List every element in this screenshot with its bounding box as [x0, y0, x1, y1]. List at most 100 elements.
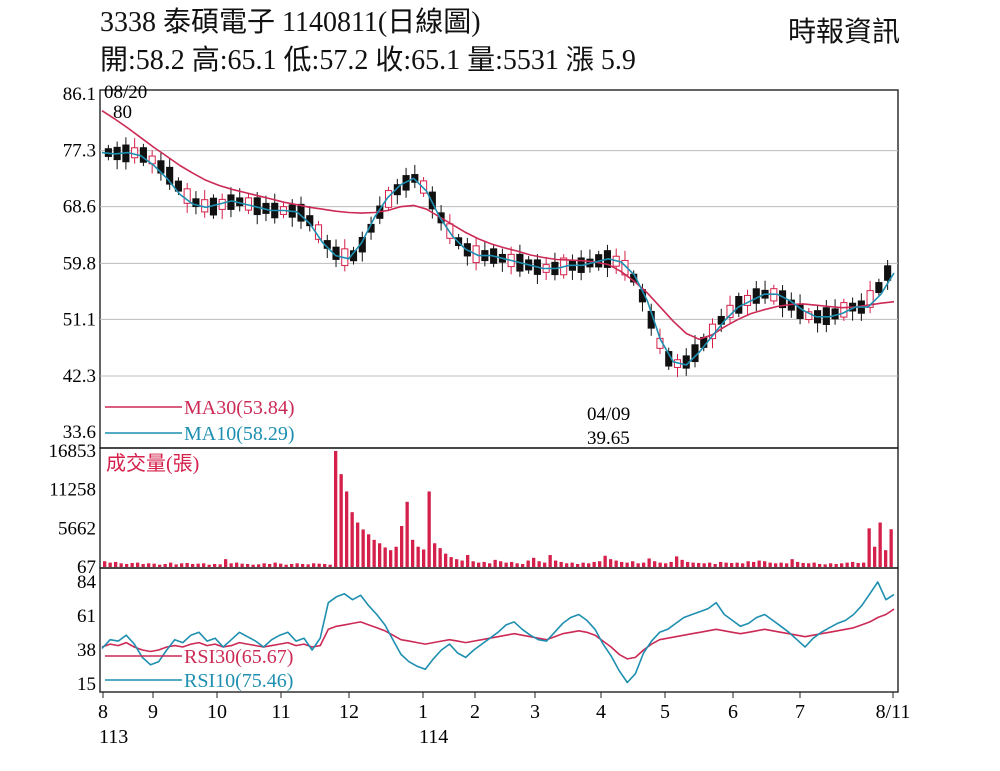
- volume-bar: [746, 561, 750, 567]
- x-tick-label: 8: [98, 701, 108, 723]
- annotation-low-date: 04/09: [587, 404, 630, 425]
- panel-frame-1: [99, 447, 899, 569]
- volume-bar: [427, 491, 431, 567]
- candle-down: [428, 191, 436, 210]
- volume-bar: [438, 548, 442, 567]
- volume-bar: [752, 561, 756, 567]
- price-tick-label: 59.8: [63, 253, 96, 274]
- rsi-lines: [101, 581, 895, 684]
- volume-bar: [889, 529, 893, 567]
- ma30-line: [101, 110, 895, 341]
- volume-bar: [202, 563, 206, 567]
- annotation-high-value: 80: [113, 102, 132, 123]
- volume-bar: [158, 564, 162, 567]
- volume-bar: [196, 563, 200, 567]
- volume-bar: [383, 547, 387, 567]
- volume-bar: [796, 561, 800, 567]
- volume-bar: [719, 561, 723, 567]
- volume-bar: [807, 563, 811, 567]
- volume-bar: [141, 564, 145, 567]
- volume-bar: [378, 543, 382, 567]
- volume-bar: [768, 562, 772, 567]
- x-tick-label: 4: [596, 701, 606, 723]
- volume-bar: [224, 559, 228, 567]
- volume-bar: [647, 558, 651, 567]
- chart-title: 3338 泰碩電子 1140811(日線圖): [100, 7, 481, 38]
- candle-up: [866, 290, 874, 308]
- volume-bar: [323, 564, 327, 567]
- volume-bar: [433, 543, 437, 567]
- candle-down: [735, 295, 743, 314]
- volume-bar: [125, 564, 129, 567]
- volume-bar: [416, 546, 420, 567]
- volume-bar: [592, 561, 596, 567]
- volume-bar: [867, 528, 871, 567]
- volume-bar: [262, 563, 266, 567]
- volume-bar: [570, 562, 574, 567]
- x-tick-label: 1: [418, 701, 428, 723]
- volume-bar: [515, 563, 519, 567]
- candle-down: [884, 265, 892, 281]
- rsi-tick-label: 15: [77, 674, 96, 695]
- volume-bar: [207, 564, 211, 567]
- volume-bar: [851, 561, 855, 567]
- candle-down: [166, 166, 174, 185]
- volume-bar: [367, 534, 371, 567]
- candle-up: [131, 147, 139, 159]
- price-tick-label: 33.6: [63, 422, 96, 443]
- volume-bar: [669, 561, 673, 567]
- volume-bar: [730, 562, 734, 567]
- x-tick-label: 10: [207, 701, 227, 723]
- volume-bar: [312, 563, 316, 567]
- candle-down: [831, 308, 839, 320]
- volume-bar: [741, 563, 745, 567]
- volume-bar: [163, 564, 167, 567]
- volume-bar: [603, 555, 607, 567]
- volume-bar: [664, 563, 668, 567]
- volume-bar: [812, 562, 816, 567]
- volume-bar: [273, 562, 277, 567]
- price-tick-label: 42.3: [63, 366, 96, 387]
- volume-bar: [834, 564, 838, 567]
- volume-bar: [845, 562, 849, 567]
- volume-bar: [334, 451, 338, 567]
- candle-up: [840, 302, 848, 318]
- volume-bar: [389, 550, 393, 567]
- volume-bar: [394, 546, 398, 567]
- volume-bar: [218, 564, 222, 567]
- volume-bar: [268, 564, 272, 567]
- x-tick-label: 8/11: [876, 701, 911, 723]
- volume-bar: [449, 557, 453, 567]
- volume-bar: [147, 563, 151, 567]
- ma10-line: [101, 151, 895, 366]
- volume-bar: [708, 562, 712, 567]
- volume-bar: [537, 561, 541, 567]
- volume-bar: [114, 561, 118, 567]
- rsi-tick-label: 84: [77, 572, 97, 593]
- volume-bar: [136, 562, 140, 567]
- rsi-legend-label: RSI10(75.46): [184, 670, 293, 692]
- volume-bar: [152, 563, 156, 567]
- volume-tick-label: 5662: [58, 518, 96, 539]
- volume-bar: [108, 562, 112, 567]
- volume-tick-label: 16853: [49, 441, 97, 462]
- volume-bar: [229, 563, 233, 567]
- volume-bar: [818, 564, 822, 567]
- volume-bar: [477, 562, 481, 567]
- volume-bar: [823, 564, 827, 567]
- volume-bar: [455, 559, 459, 567]
- volume-bar: [636, 563, 640, 567]
- volume-bar: [609, 559, 613, 567]
- volume-bar: [548, 555, 552, 567]
- volume-bar: [532, 557, 536, 567]
- volume-bar: [405, 501, 409, 567]
- volume-bar: [422, 549, 426, 567]
- candle-down: [393, 184, 401, 196]
- rsi-legend-label: RSI30(65.67): [184, 646, 293, 668]
- volume-bar: [185, 562, 189, 567]
- volume-bar: [345, 491, 349, 567]
- volume-bar: [119, 563, 123, 567]
- volume-bar: [873, 546, 877, 567]
